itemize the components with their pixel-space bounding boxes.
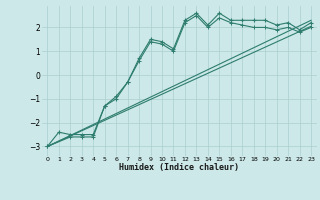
X-axis label: Humidex (Indice chaleur): Humidex (Indice chaleur) (119, 163, 239, 172)
